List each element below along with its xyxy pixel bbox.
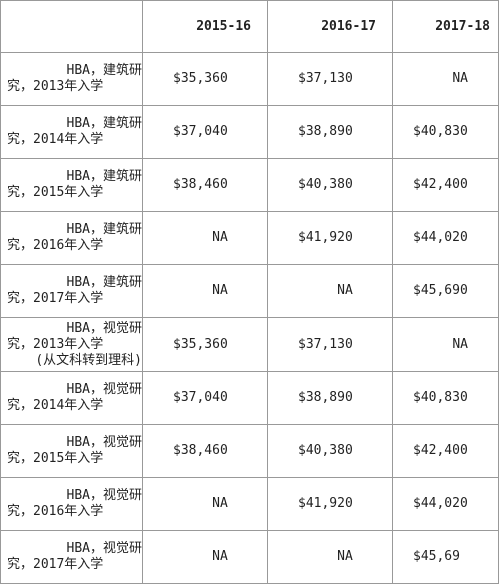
program-text-line: 究，2013年入学 xyxy=(7,79,104,94)
program-cell: HBA，建筑研 究，2017年入学 xyxy=(0,264,143,318)
program-cell: HBA，视觉研 究，2013年入学 (从文科转到理科) xyxy=(0,317,143,372)
value-cell-y2016: NA xyxy=(267,530,393,584)
value-cell-y2016: $40,380 xyxy=(267,424,393,478)
value-cell-y2015: $38,460 xyxy=(142,158,268,212)
table-row: HBA，建筑研 究，2014年入学 $37,040 $38,890 $40,830 xyxy=(0,105,499,159)
value-cell-y2017: $40,830 xyxy=(392,371,499,425)
header-empty xyxy=(0,0,143,53)
value-cell-y2017: NA xyxy=(392,317,499,372)
program-text-line: HBA，视觉研 xyxy=(66,382,142,397)
value-cell-y2017: $40,830 xyxy=(392,105,499,159)
value-cell-y2015: NA xyxy=(142,530,268,584)
program-cell: HBA，视觉研 究，2016年入学 xyxy=(0,477,143,531)
program-cell: HBA，视觉研 究，2014年入学 xyxy=(0,371,143,425)
table-row: HBA，建筑研 究，2015年入学 $38,460 $40,380 $42,400 xyxy=(0,158,499,212)
value-cell-y2016: $41,920 xyxy=(267,477,393,531)
program-cell: HBA，视觉研 究，2015年入学 xyxy=(0,424,143,478)
table-row: HBA，建筑研 究，2017年入学 NA NA $45,690 xyxy=(0,264,499,318)
value-cell-y2017: $45,690 xyxy=(392,264,499,318)
program-text-line: 究，2016年入学 xyxy=(7,504,104,519)
program-text-line: 究，2014年入学 xyxy=(7,398,104,413)
table-row: HBA，视觉研 究，2013年入学 (从文科转到理科) $35,360 $37,130 N… xyxy=(0,317,499,372)
program-text-line: HBA，建筑研 xyxy=(66,169,142,184)
program-text-line: 究，2015年入学 xyxy=(7,451,104,466)
table-row: HBA，视觉研 究，2014年入学 $37,040 $38,890 $40,830 xyxy=(0,371,499,425)
value-cell-y2015: $35,360 xyxy=(142,52,268,106)
value-cell-y2016: $37,130 xyxy=(267,52,393,106)
table-body: HBA，建筑研 究，2013年入学 $35,360 $37,130 NA HBA，建筑研究… xyxy=(0,52,499,584)
program-text-line: HBA，视觉研 xyxy=(66,541,142,556)
value-cell-y2015: NA xyxy=(142,477,268,531)
value-cell-y2015: NA xyxy=(142,211,268,265)
value-cell-y2017: $42,400 xyxy=(392,424,499,478)
header-2015-16: 2015-16 xyxy=(142,0,268,53)
value-cell-y2017: $44,020 xyxy=(392,211,499,265)
table-row: HBA，建筑研 究，2016年入学 NA $41,920 $44,020 xyxy=(0,211,499,265)
program-text-line: 究，2015年入学 xyxy=(7,185,104,200)
value-cell-y2015: $37,040 xyxy=(142,371,268,425)
value-cell-y2017: $45,69 xyxy=(392,530,499,584)
table-row: HBA，视觉研 究，2015年入学 $38,460 $40,380 $42,400 xyxy=(0,424,499,478)
header-2016-17: 2016-17 xyxy=(267,0,393,53)
program-text-line: 究，2014年入学 xyxy=(7,132,104,147)
value-cell-y2016: $40,380 xyxy=(267,158,393,212)
program-text-line: HBA，建筑研 xyxy=(66,275,142,290)
value-cell-y2016: $38,890 xyxy=(267,105,393,159)
value-cell-y2016: $38,890 xyxy=(267,371,393,425)
program-cell: HBA，建筑研 究，2016年入学 xyxy=(0,211,143,265)
value-cell-y2016: $37,130 xyxy=(267,317,393,372)
program-text-line: (从文科转到理科) xyxy=(35,352,142,368)
table-row: HBA，建筑研 究，2013年入学 $35,360 $37,130 NA xyxy=(0,52,499,106)
program-text-line: HBA，建筑研 xyxy=(66,222,142,237)
program-text-line: 究，2013年入学 xyxy=(7,336,104,352)
value-cell-y2015: $38,460 xyxy=(142,424,268,478)
program-cell: HBA，建筑研 究，2015年入学 xyxy=(0,158,143,212)
program-text-line: 究，2017年入学 xyxy=(7,557,104,572)
table-row: HBA，视觉研 究，2017年入学 NA NA $45,69 xyxy=(0,530,499,584)
program-text-line: HBA，视觉研 xyxy=(66,488,142,503)
value-cell-y2016: NA xyxy=(267,264,393,318)
header-row: 2015-16 2016-17 2017-18 xyxy=(0,0,499,53)
value-cell-y2015: $35,360 xyxy=(142,317,268,372)
value-cell-y2017: $44,020 xyxy=(392,477,499,531)
table-row: HBA，视觉研 究，2016年入学 NA $41,920 $44,020 xyxy=(0,477,499,531)
value-cell-y2017: NA xyxy=(392,52,499,106)
value-cell-y2015: NA xyxy=(142,264,268,318)
program-cell: HBA，视觉研 究，2017年入学 xyxy=(0,530,143,584)
program-text-line: 究，2016年入学 xyxy=(7,238,104,253)
program-text-line: 究，2017年入学 xyxy=(7,291,104,306)
program-text-line: HBA，建筑研 xyxy=(66,116,142,131)
value-cell-y2016: $41,920 xyxy=(267,211,393,265)
program-cell: HBA，建筑研 究，2013年入学 xyxy=(0,52,143,106)
program-cell: HBA，建筑研 究，2014年入学 xyxy=(0,105,143,159)
program-text-line: HBA，视觉研 xyxy=(66,320,142,336)
value-cell-y2015: $37,040 xyxy=(142,105,268,159)
value-cell-y2017: $42,400 xyxy=(392,158,499,212)
program-text-line: HBA，建筑研 xyxy=(66,63,142,78)
header-2017-18: 2017-18 xyxy=(392,0,499,53)
program-text-line: HBA，视觉研 xyxy=(66,435,142,450)
